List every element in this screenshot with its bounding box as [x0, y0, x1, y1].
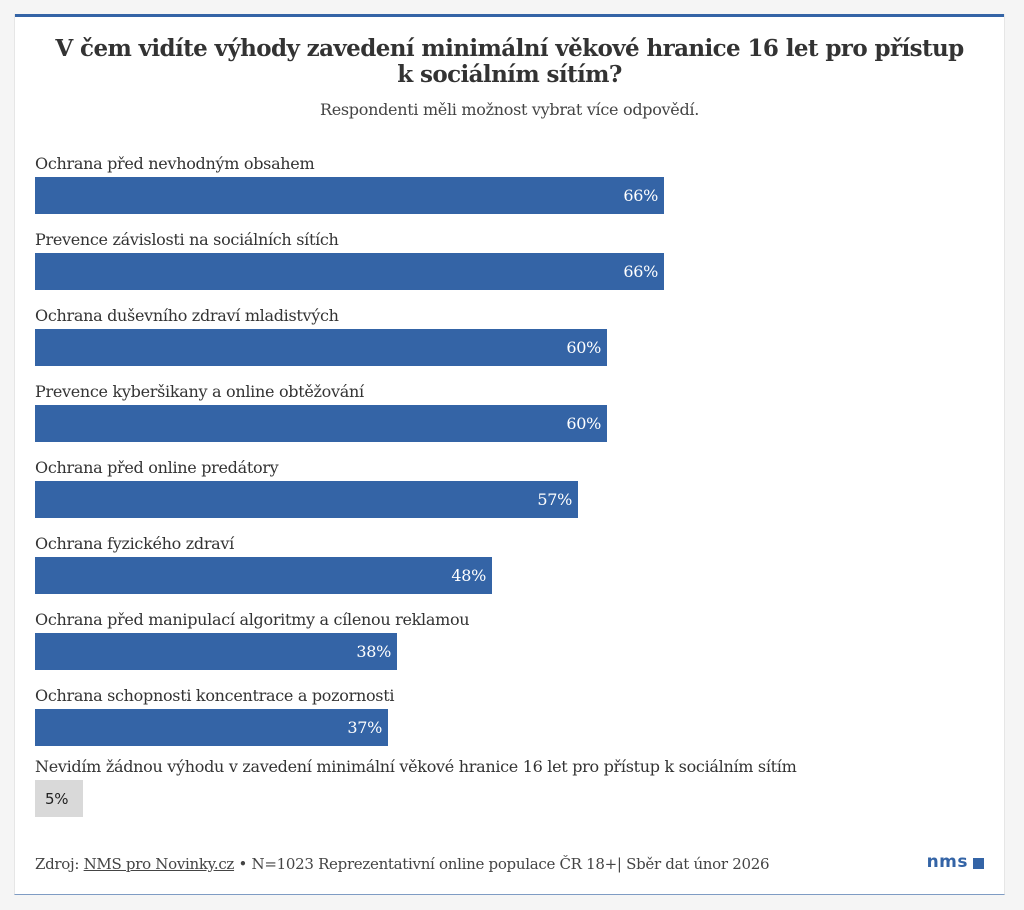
bar-value-label: 60%: [566, 414, 601, 433]
chart-title-line-1: V čem vidíte výhody zavedení minimální v…: [55, 35, 964, 62]
bar-label: Ochrana před online predátory: [35, 458, 279, 477]
bar-value-label: 57%: [537, 490, 572, 509]
bar-value-label: 48%: [451, 566, 486, 585]
bar-value-label: 60%: [566, 338, 601, 357]
source-link[interactable]: NMS pro Novinky.cz: [83, 855, 235, 873]
bar: 66%: [35, 177, 664, 214]
bar-label: Ochrana duševního zdraví mladistvých: [35, 306, 339, 325]
chart-frame: V čem vidíte výhody zavedení minimální v…: [14, 14, 1005, 895]
bar-value-label: 5%: [45, 790, 69, 808]
bar-label: Ochrana schopnosti koncentrace a pozorno…: [35, 686, 395, 705]
bar-chart: Ochrana před nevhodným obsahem 66% Prevenc…: [15, 14, 1004, 894]
bar-value-label: 38%: [356, 642, 391, 661]
bar-value-label: 37%: [347, 718, 382, 737]
source-details: • N=1023 Reprezentativní online populace…: [234, 855, 770, 873]
logo-square-icon: [973, 858, 984, 869]
chart-subtitle: Respondenti měli možnost vybrat více odp…: [319, 100, 699, 119]
bar-value-label: 66%: [623, 186, 658, 205]
bar: 38%: [35, 633, 397, 670]
bar-neutral: 5%: [35, 780, 83, 817]
bar: 37%: [35, 709, 388, 746]
bar: 60%: [35, 329, 607, 366]
chart-title: V čem vidíte výhody zavedení minimální v…: [15, 36, 1004, 88]
source-prefix: Zdroj:: [35, 855, 84, 873]
bar-label: Ochrana před manipulací algoritmy a cíle…: [35, 610, 470, 629]
logo-text: nms: [926, 852, 968, 872]
bar-label: Prevence kyberšikany a online obtěžování: [35, 382, 364, 401]
nms-logo: nms: [927, 852, 984, 872]
bar-value-label: 66%: [623, 262, 658, 281]
bar-label: Nevidím žádnou výhodu v zavedení minimál…: [35, 757, 797, 776]
bar: 60%: [35, 405, 607, 442]
bar-label: Ochrana fyzického zdraví: [35, 534, 234, 553]
top-accent-bar: [15, 14, 1004, 17]
chart-title-line-2: k sociálním sítím?: [397, 61, 622, 88]
bar: 66%: [35, 253, 664, 290]
bar-label: Prevence závislosti na sociálních sítích: [35, 230, 339, 249]
bar-label: Ochrana před nevhodným obsahem: [35, 154, 315, 173]
bar: 57%: [35, 481, 578, 518]
bar: 48%: [35, 557, 492, 594]
source-footer: Zdroj: NMS pro Novinky.cz • N=1023 Repre…: [35, 854, 770, 874]
